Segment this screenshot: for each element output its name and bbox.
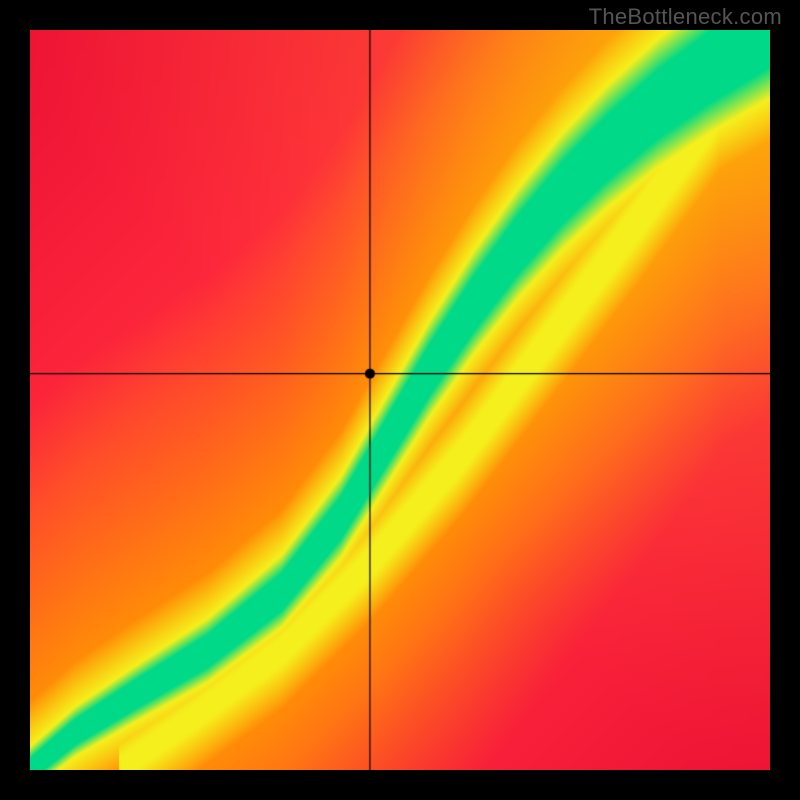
watermark-text: TheBottleneck.com <box>589 4 782 30</box>
heatmap-canvas <box>30 30 770 770</box>
chart-container: TheBottleneck.com <box>0 0 800 800</box>
